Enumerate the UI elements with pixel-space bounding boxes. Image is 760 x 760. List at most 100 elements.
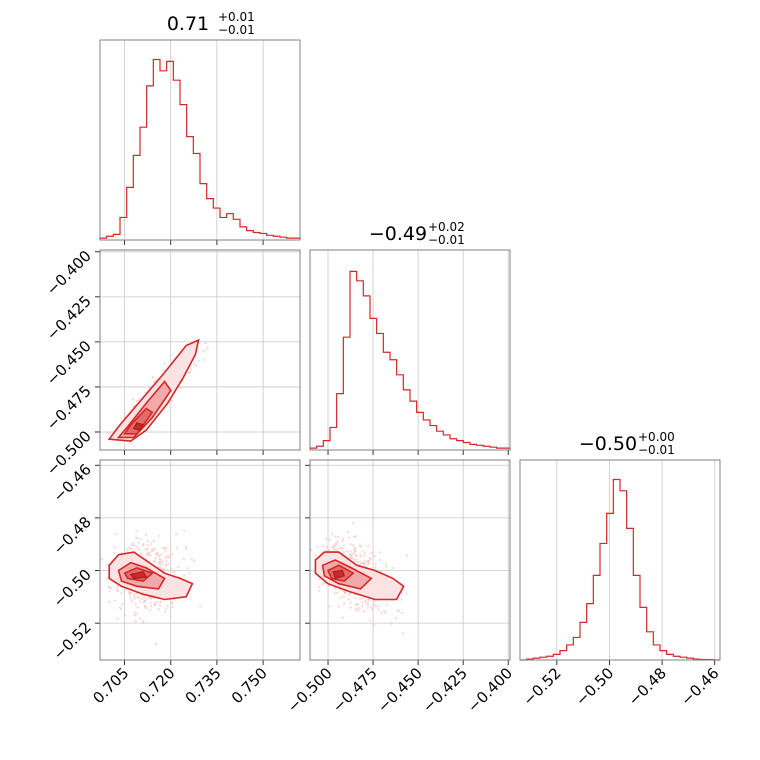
scatter-point xyxy=(346,549,349,553)
scatter-point xyxy=(159,567,163,571)
scatter-point xyxy=(149,602,152,605)
scatter-point xyxy=(107,585,110,588)
scatter-point xyxy=(351,544,355,547)
scatter-point xyxy=(166,604,170,607)
scatter-point xyxy=(192,559,196,562)
scatter-point xyxy=(133,610,136,614)
scatter-point xyxy=(131,542,135,545)
y-tick-label: −0.52 xyxy=(50,618,95,663)
scatter-point xyxy=(353,560,357,563)
scatter-point xyxy=(374,563,377,566)
scatter-point xyxy=(349,549,352,553)
scatter-point xyxy=(390,622,393,625)
panel-grid xyxy=(556,460,716,665)
param-title-2: −0.50 xyxy=(579,433,637,455)
scatter-point xyxy=(128,546,131,549)
scatter-point xyxy=(339,596,342,599)
param-title-minus: −0.01 xyxy=(218,23,255,37)
scatter-point xyxy=(165,559,168,563)
x-tick-label: 0.750 xyxy=(228,664,271,707)
scatter-point xyxy=(129,596,133,600)
scatter-point xyxy=(340,546,343,549)
scatter-point xyxy=(353,535,356,539)
scatter-point xyxy=(106,576,109,580)
scatter-point xyxy=(359,553,362,556)
scatter-point xyxy=(180,386,183,389)
scatter-point xyxy=(328,549,331,552)
scatter-point xyxy=(133,597,136,600)
scatter-point xyxy=(367,560,370,563)
x-tick-label: 0.705 xyxy=(89,664,132,707)
scatter-point xyxy=(167,556,171,559)
scatter-point xyxy=(342,595,345,598)
scatter-point xyxy=(136,536,140,540)
scatter-point xyxy=(148,386,151,389)
scatter-point xyxy=(199,605,202,608)
scatter-point xyxy=(320,583,324,586)
scatter-point xyxy=(354,554,358,558)
scatter-point xyxy=(133,544,136,547)
scatter-point xyxy=(158,560,162,564)
scatter-point xyxy=(135,612,138,616)
x-tick-label: 0.735 xyxy=(182,664,225,707)
y-tick-label: −0.475 xyxy=(43,382,95,434)
param-title-plus: +0.01 xyxy=(218,10,255,24)
scatter-point xyxy=(143,599,146,602)
scatter-point xyxy=(363,562,366,565)
scatter-point xyxy=(118,606,122,609)
x-tick-label: −0.450 xyxy=(374,664,426,716)
scatter-point xyxy=(146,540,149,543)
panel-frame xyxy=(309,249,511,451)
scatter-point xyxy=(356,560,360,564)
scatter-point xyxy=(316,546,319,549)
scatter-point xyxy=(156,600,159,604)
x-tick-label: −0.425 xyxy=(419,664,471,716)
scatter-point xyxy=(197,359,200,363)
scatter-point xyxy=(338,547,341,550)
scatter-point xyxy=(142,601,146,605)
scatter-point xyxy=(328,538,331,542)
scatter-point xyxy=(137,596,140,599)
scatter-point xyxy=(128,590,131,594)
scatter-point xyxy=(144,604,147,608)
scatter-point xyxy=(161,562,164,565)
x-tick-label: −0.400 xyxy=(464,664,516,716)
scatter-point xyxy=(125,548,129,552)
scatter-point xyxy=(137,548,141,551)
scatter-point xyxy=(134,620,137,623)
scatter-point xyxy=(400,598,403,601)
scatter-point xyxy=(377,605,380,608)
scatter-point xyxy=(317,577,320,581)
scatter-point xyxy=(154,556,158,560)
scatter-point xyxy=(405,554,409,557)
y-tick-label: −0.425 xyxy=(43,292,95,344)
scatter-point xyxy=(366,601,369,605)
scatter-point xyxy=(112,552,116,555)
scatter-point xyxy=(321,544,325,548)
scatter-point xyxy=(136,606,139,609)
x-tick-label: −0.475 xyxy=(329,664,381,716)
scatter-point xyxy=(170,553,173,556)
scatter-point xyxy=(157,608,160,611)
scatter-point xyxy=(145,597,149,601)
scatter-point xyxy=(355,607,358,610)
scatter-point xyxy=(349,606,352,609)
scatter-point xyxy=(343,591,347,595)
x-tick-label: −0.500 xyxy=(284,664,336,716)
scatter-point xyxy=(115,588,119,592)
scatter-point xyxy=(144,533,148,537)
contour-level-3 xyxy=(123,407,154,435)
scatter-point xyxy=(157,534,161,537)
scatter-point xyxy=(362,550,365,553)
scatter-point xyxy=(343,602,346,606)
scatter-point xyxy=(352,558,355,561)
scatter-point xyxy=(363,552,367,555)
scatter-point xyxy=(106,563,109,566)
x-tick-label: −0.48 xyxy=(625,664,670,709)
scatter-point xyxy=(153,559,156,562)
contour-level-4 xyxy=(332,569,346,580)
param-title-minus: −0.01 xyxy=(428,233,465,247)
scatter-point xyxy=(113,599,117,602)
scatter-point xyxy=(151,376,155,379)
param-title-plus: +0.00 xyxy=(638,430,675,444)
